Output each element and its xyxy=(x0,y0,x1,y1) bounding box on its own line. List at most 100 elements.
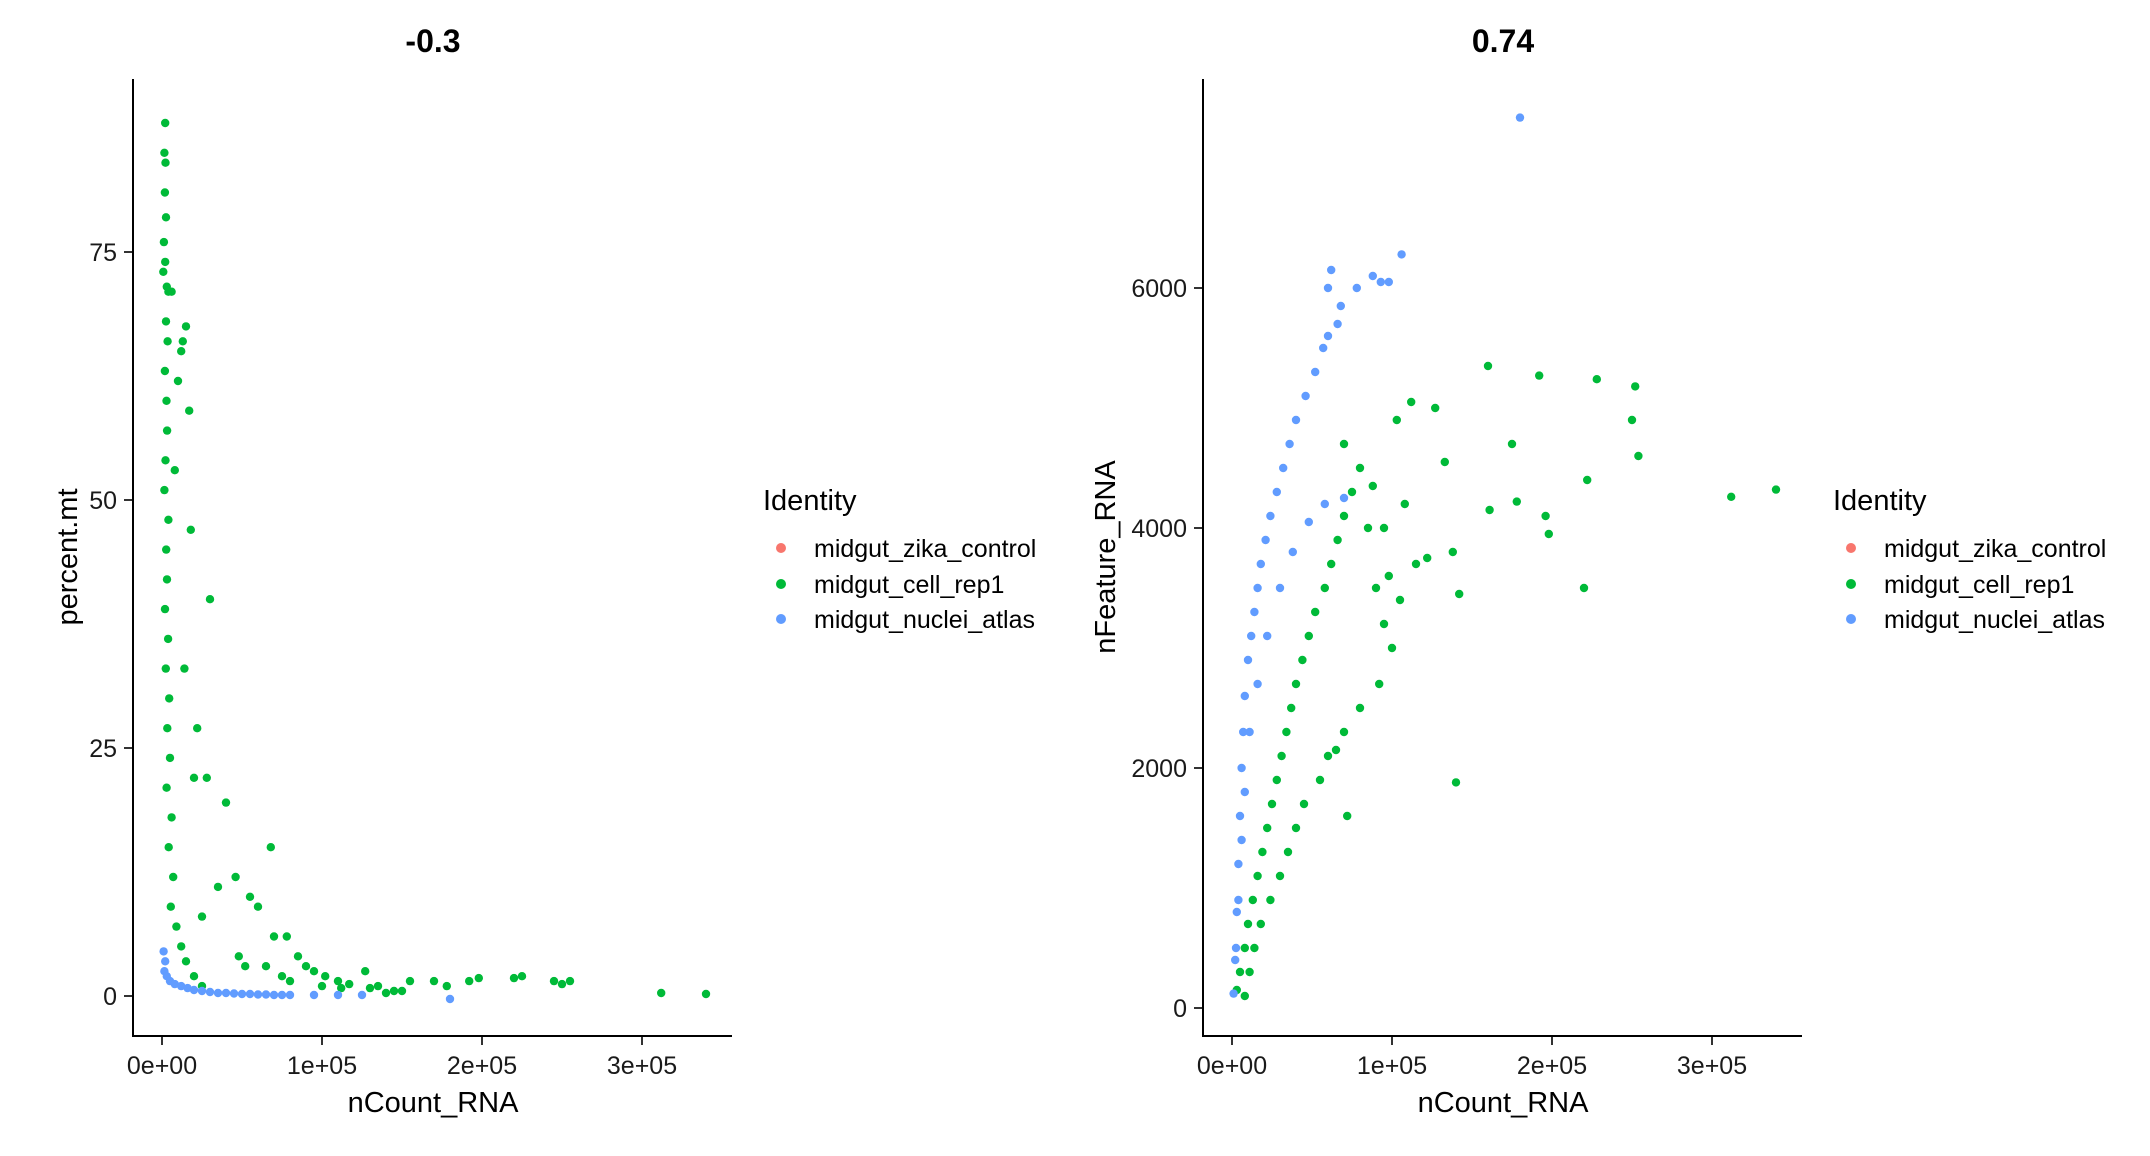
point-midgut-nuclei-atlas xyxy=(1234,859,1243,869)
point-midgut-cell-rep1 xyxy=(1627,415,1637,425)
point-midgut-cell-rep1 xyxy=(193,724,202,733)
panel-nfeature: 0.74 0e+00 1e+05 2e+05 3e+05 0200040006000 … xyxy=(1090,23,1802,1119)
point-midgut-cell-rep1 xyxy=(181,322,191,331)
point-midgut-nuclei-atlas xyxy=(1253,583,1262,593)
point-midgut-cell-rep1 xyxy=(1379,619,1389,629)
point-midgut-cell-rep1 xyxy=(474,973,483,983)
panel1-points xyxy=(159,118,711,1004)
point-midgut-cell-rep1 xyxy=(1631,382,1640,391)
point-midgut-cell-rep1 xyxy=(365,983,375,993)
point-midgut-cell-rep1 xyxy=(172,922,181,931)
point-midgut-cell-rep1 xyxy=(162,783,171,792)
point-midgut-cell-rep1 xyxy=(1387,643,1397,653)
panel2-legend-title: Identity xyxy=(1833,485,1927,517)
point-midgut-nuclei-atlas xyxy=(1234,895,1243,905)
panel1-legend-swatch-nuclei-atlas xyxy=(776,614,786,624)
point-midgut-cell-rep1 xyxy=(161,158,170,167)
panel1-y-label: percent.mt xyxy=(52,489,84,626)
point-midgut-cell-rep1 xyxy=(321,972,330,981)
point-midgut-nuclei-atlas xyxy=(1397,250,1406,259)
point-midgut-cell-rep1 xyxy=(277,972,287,981)
panel1-y-ticks: 0 25 50 75 xyxy=(89,239,133,1011)
point-midgut-cell-rep1 xyxy=(1483,361,1493,371)
x-tick-label: 1e+05 xyxy=(287,1052,357,1080)
point-midgut-cell-rep1 xyxy=(1333,535,1342,545)
point-midgut-nuclei-atlas xyxy=(183,983,192,993)
point-midgut-cell-rep1 xyxy=(167,813,176,822)
point-midgut-cell-rep1 xyxy=(1275,871,1285,881)
point-midgut-cell-rep1 xyxy=(169,872,178,882)
point-midgut-cell-rep1 xyxy=(405,976,415,986)
point-midgut-nuclei-atlas xyxy=(1231,943,1241,953)
point-midgut-cell-rep1 xyxy=(189,972,199,981)
y-tick-label: 50 xyxy=(89,487,117,515)
point-midgut-nuclei-atlas xyxy=(1256,559,1266,569)
point-midgut-cell-rep1 xyxy=(701,989,711,999)
x-tick-label: 3e+05 xyxy=(1677,1052,1747,1080)
point-midgut-cell-rep1 xyxy=(1355,463,1365,473)
point-midgut-cell-rep1 xyxy=(1343,811,1352,821)
point-midgut-cell-rep1 xyxy=(1327,559,1336,569)
point-midgut-nuclei-atlas xyxy=(1352,283,1362,293)
panel2-y-label: nFeature_RNA xyxy=(1090,460,1122,654)
y-tick-label: 0 xyxy=(103,983,117,1011)
point-midgut-nuclei-atlas xyxy=(245,989,255,999)
point-midgut-cell-rep1 xyxy=(1240,943,1250,953)
point-midgut-nuclei-atlas xyxy=(1243,655,1253,665)
point-midgut-cell-rep1 xyxy=(165,753,175,763)
point-midgut-cell-rep1 xyxy=(1448,547,1458,557)
point-midgut-nuclei-atlas xyxy=(1266,511,1275,521)
point-midgut-cell-rep1 xyxy=(389,986,399,996)
panel2-title: 0.74 xyxy=(1472,23,1534,59)
point-midgut-cell-rep1 xyxy=(162,426,172,435)
point-midgut-nuclei-atlas xyxy=(1245,727,1254,737)
y-tick-label: 0 xyxy=(1173,995,1187,1023)
point-midgut-cell-rep1 xyxy=(1250,943,1259,953)
x-tick-label: 2e+05 xyxy=(447,1052,517,1080)
point-midgut-nuclei-atlas xyxy=(189,985,199,995)
point-midgut-cell-rep1 xyxy=(234,952,243,961)
point-midgut-cell-rep1 xyxy=(285,976,295,986)
point-midgut-cell-rep1 xyxy=(160,604,170,614)
point-midgut-cell-rep1 xyxy=(160,366,170,376)
point-midgut-nuclei-atlas xyxy=(1376,277,1386,287)
point-midgut-cell-rep1 xyxy=(1771,485,1781,494)
point-midgut-nuclei-atlas xyxy=(177,981,186,991)
point-midgut-cell-rep1 xyxy=(1451,778,1461,787)
point-midgut-cell-rep1 xyxy=(381,988,391,998)
point-midgut-cell-rep1 xyxy=(293,952,303,961)
point-midgut-cell-rep1 xyxy=(197,912,207,921)
point-midgut-cell-rep1 xyxy=(1544,529,1554,539)
point-midgut-cell-rep1 xyxy=(163,337,172,346)
point-midgut-cell-rep1 xyxy=(170,466,179,475)
panel2-legend-swatch-zika-control xyxy=(1846,543,1856,553)
point-midgut-cell-rep1 xyxy=(1727,492,1736,501)
point-midgut-nuclei-atlas xyxy=(1323,331,1333,341)
point-midgut-nuclei-atlas xyxy=(1285,439,1294,449)
panel1-legend-title: Identity xyxy=(763,485,857,517)
point-midgut-cell-rep1 xyxy=(1311,607,1320,617)
point-midgut-cell-rep1 xyxy=(465,976,474,986)
point-midgut-cell-rep1 xyxy=(361,967,370,976)
panel1-legend-label-nuclei-atlas: midgut_nuclei_atlas xyxy=(814,606,1035,634)
point-midgut-cell-rep1 xyxy=(163,634,173,644)
panel1-legend-swatch-cell-rep1 xyxy=(776,579,786,589)
point-midgut-cell-rep1 xyxy=(373,981,383,991)
point-midgut-cell-rep1 xyxy=(1455,589,1464,599)
point-midgut-cell-rep1 xyxy=(1267,799,1277,809)
point-midgut-cell-rep1 xyxy=(1291,823,1301,833)
point-midgut-nuclei-atlas xyxy=(1272,487,1282,497)
point-midgut-nuclei-atlas xyxy=(261,990,271,999)
point-midgut-nuclei-atlas xyxy=(170,979,179,989)
point-midgut-cell-rep1 xyxy=(517,972,527,981)
point-midgut-nuclei-atlas xyxy=(1232,907,1242,917)
point-midgut-nuclei-atlas xyxy=(1368,271,1378,281)
x-tick-label: 0e+00 xyxy=(1197,1052,1267,1080)
point-midgut-cell-rep1 xyxy=(1592,375,1602,384)
point-midgut-nuclei-atlas xyxy=(1336,301,1346,311)
point-midgut-cell-rep1 xyxy=(1384,571,1394,581)
point-midgut-nuclei-atlas xyxy=(445,994,455,1004)
point-midgut-nuclei-atlas xyxy=(1237,835,1246,845)
point-midgut-nuclei-atlas xyxy=(285,990,295,1000)
panel2-x-ticks: 0e+00 1e+05 2e+05 3e+05 xyxy=(1197,1036,1747,1080)
